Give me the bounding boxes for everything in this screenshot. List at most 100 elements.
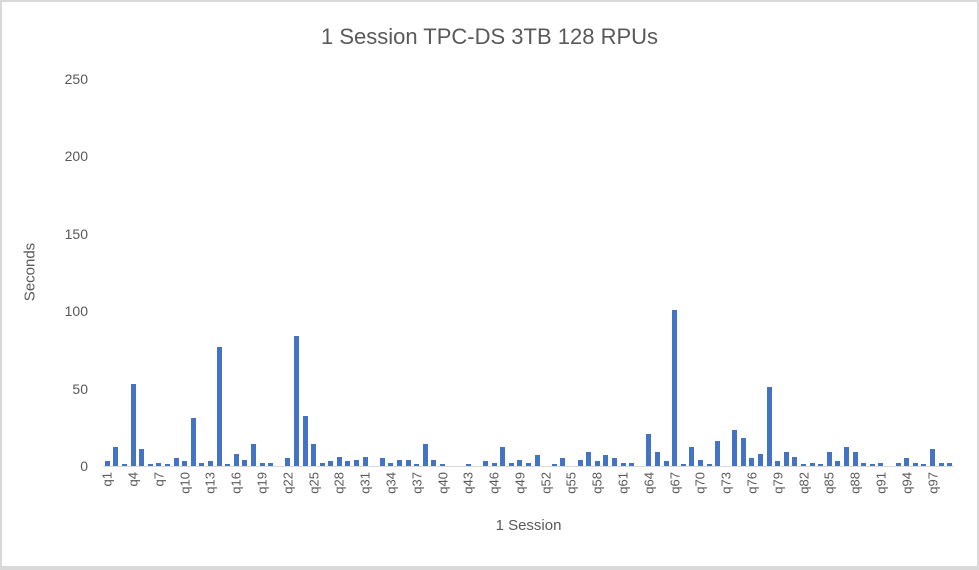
x-tick-label: q79 xyxy=(770,472,786,494)
x-tick-label: q97 xyxy=(925,472,940,494)
x-tick-label: q7 xyxy=(151,472,167,487)
bar-q46 xyxy=(491,462,497,466)
bar-q97 xyxy=(930,448,935,466)
x-tick-label: q25 xyxy=(306,472,322,494)
x-tick-label: q88 xyxy=(847,472,863,494)
x-tick-label: q13 xyxy=(202,472,218,494)
x-axis-label: 1 Session xyxy=(495,517,562,534)
bar-q5 xyxy=(139,448,145,466)
bar-q62 xyxy=(629,462,635,466)
bar-q23 xyxy=(293,335,299,466)
bar-q48 xyxy=(508,462,514,466)
bar-q29 xyxy=(345,461,351,466)
bar-q14 xyxy=(216,346,222,466)
bar-q20 xyxy=(268,462,274,466)
bar-q81 xyxy=(792,456,798,466)
bar-q9 xyxy=(173,458,179,466)
x-tick-label: q1 xyxy=(99,472,115,487)
y-tick-label: 150 xyxy=(64,225,88,242)
x-tick-label: q31 xyxy=(357,472,373,494)
x-tick-label: q28 xyxy=(331,472,347,494)
bar-q74 xyxy=(732,430,738,466)
bar-q93 xyxy=(895,462,901,466)
bar-q75 xyxy=(740,438,746,466)
y-tick-label: 200 xyxy=(64,148,88,165)
bar-q77 xyxy=(758,453,764,466)
x-tick-label: q55 xyxy=(563,472,579,494)
bar-q56 xyxy=(577,459,583,466)
bar-q50 xyxy=(526,462,531,466)
bar-q2 xyxy=(113,447,119,466)
bar-q30 xyxy=(354,459,360,466)
bar-q22 xyxy=(285,458,291,466)
y-axis-label: Seconds xyxy=(21,242,39,302)
bar-q35 xyxy=(397,459,403,466)
bar-q60 xyxy=(611,458,617,466)
y-tick-label: 0 xyxy=(80,458,88,474)
y-tick-label: 50 xyxy=(72,380,88,397)
bar-q59 xyxy=(603,455,609,466)
x-tick-label: q37 xyxy=(409,472,425,494)
bar-q94 xyxy=(904,458,910,466)
bar-q83 xyxy=(809,462,815,466)
bar-q70 xyxy=(697,459,703,466)
chart-title: 1 Session TPC-DS 3TB 128 RPUs xyxy=(320,24,659,49)
bar-q86 xyxy=(835,461,841,466)
bar-q39 xyxy=(431,459,437,466)
x-tick-label: q16 xyxy=(228,472,244,494)
bar-q84 xyxy=(818,464,824,466)
x-tick-label: q94 xyxy=(899,472,915,494)
x-tick-label: q85 xyxy=(821,472,837,494)
bar-q34 xyxy=(388,462,394,466)
bar-q68 xyxy=(680,464,686,466)
bar-q38 xyxy=(422,444,428,466)
bar-q28 xyxy=(336,456,342,466)
bar-q49 xyxy=(517,459,523,466)
bar-q61 xyxy=(620,462,626,466)
bar-q37 xyxy=(414,464,420,466)
bar-q12 xyxy=(199,462,205,466)
bar-q18 xyxy=(250,444,256,466)
x-tick-label: q4 xyxy=(125,472,141,487)
bar-q58 xyxy=(594,461,600,466)
bar-q69 xyxy=(689,447,695,466)
x-tick-label: q70 xyxy=(692,472,708,494)
bar-q45 xyxy=(483,461,489,466)
bar-q95 xyxy=(912,462,918,466)
x-tick-label: q82 xyxy=(796,472,812,494)
x-tick-label: q73 xyxy=(718,472,734,494)
bar-q99 xyxy=(947,462,953,466)
bar-q3 xyxy=(121,464,127,466)
bar-q72 xyxy=(715,441,721,466)
bar-q51 xyxy=(534,455,540,466)
bar-q53 xyxy=(551,464,557,466)
bar-q13 xyxy=(207,461,213,466)
bar-q87 xyxy=(844,447,850,466)
x-axis-line xyxy=(103,466,954,467)
bar-q78 xyxy=(766,387,772,466)
bar-q67 xyxy=(672,309,678,466)
bar-q11 xyxy=(190,418,196,466)
bar-q91 xyxy=(878,462,884,466)
x-tick-label: q40 xyxy=(435,472,451,494)
bar-q79 xyxy=(775,461,781,466)
x-tick-label: q10 xyxy=(177,472,193,494)
bar-q76 xyxy=(749,458,755,466)
bar-q15 xyxy=(225,464,231,466)
x-tick-label: q58 xyxy=(589,472,605,494)
x-tick-label: q22 xyxy=(280,472,296,494)
bar-q26 xyxy=(319,462,325,466)
bar-q16 xyxy=(233,453,239,466)
x-tick-label: q19 xyxy=(254,472,270,494)
bar-q27 xyxy=(328,461,334,466)
bar-q88 xyxy=(852,452,858,466)
bar-q65 xyxy=(654,452,660,466)
bar-q82 xyxy=(801,464,807,466)
bar-q90 xyxy=(869,464,875,466)
x-tick-label: q91 xyxy=(873,472,889,494)
bar-q8 xyxy=(164,464,170,466)
bar-q80 xyxy=(783,452,789,466)
bar-q33 xyxy=(379,458,385,466)
bar-q40 xyxy=(440,464,446,466)
bar-q4 xyxy=(130,383,136,466)
